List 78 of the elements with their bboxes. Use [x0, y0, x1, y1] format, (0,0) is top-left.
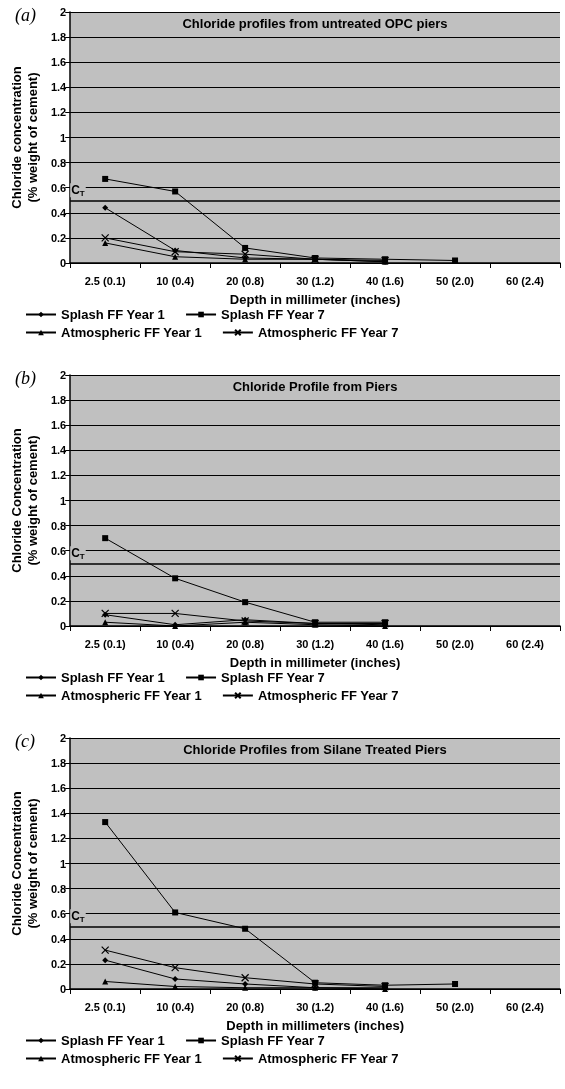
y-tick-label: 1.2: [50, 106, 67, 119]
y-tick-label: 0: [60, 983, 67, 995]
x-tick-label: 20 (0.8): [226, 637, 265, 650]
legend-label: Splash FF Year 7: [221, 307, 325, 322]
y-axis-title: Chloride Concentration (% weight of cement): [8, 791, 40, 936]
x-tick-label: 10 (0.4): [156, 637, 195, 650]
text: (a): [15, 5, 36, 26]
x-tick-label: 40 (1.6): [366, 1000, 405, 1013]
y-tick-label: 0.8: [50, 882, 67, 895]
y-tick-label: 0.2: [50, 594, 67, 607]
y-tick-label: 1.4: [50, 807, 68, 820]
y-tick-label: 0.4: [50, 569, 68, 582]
y-tick-label: 1.6: [50, 782, 67, 795]
x-tick-label: 50 (2.0): [436, 274, 475, 287]
chart-title: Chloride Profile from Piers: [232, 379, 398, 394]
x-tick-label: 20 (0.8): [226, 1000, 265, 1013]
y-tick-label: 0.2: [50, 957, 67, 970]
legend-label: Atmospheric FF Year 7: [257, 688, 399, 703]
y-tick-label: 0: [60, 620, 67, 632]
y-tick-label: 1.6: [50, 419, 67, 432]
y-tick-label: 0: [60, 257, 67, 269]
y-tick-label: 0.6: [50, 181, 67, 194]
x-tick-label: 30 (1.2): [296, 1000, 335, 1013]
legend-label: Splash FF Year 7: [221, 1033, 325, 1048]
x-tick-label: 40 (1.6): [366, 637, 405, 650]
y-tick-label: 1: [60, 131, 67, 144]
y-tick-label: 0.4: [50, 206, 68, 219]
x-tick-label: 2.5 (0.1): [84, 1000, 126, 1013]
x-tick-label: 40 (1.6): [366, 274, 405, 287]
y-axis-title: Chloride concentration (% weight of cement): [8, 66, 40, 209]
x-tick-label: 10 (0.4): [156, 274, 195, 287]
x-tick-label: 10 (0.4): [156, 1000, 195, 1013]
x-tick-label: 50 (2.0): [436, 637, 475, 650]
y-tick-label: 0.8: [50, 156, 67, 169]
y-tick-label: 1.8: [50, 394, 67, 407]
legend-label: Atmospheric FF Year 1: [61, 1051, 202, 1066]
x-axis-title: Depth in millimeters (inches): [226, 1018, 404, 1033]
x-tick-label: 60 (2.4): [506, 1000, 545, 1013]
y-tick-label: 0.8: [50, 519, 67, 532]
legend-label: Splash FF Year 1: [61, 1033, 165, 1048]
y-tick-label: 1.8: [50, 757, 67, 770]
chart-title: Chloride Profiles from Silane Treated Piers: [183, 742, 447, 757]
legend-label: Splash FF Year 1: [61, 307, 165, 322]
legend-label: Splash FF Year 7: [221, 670, 325, 685]
y-tick-label: 0.4: [50, 932, 68, 945]
chart-title: Chloride profiles from untreated OPC piers: [182, 16, 448, 31]
x-tick-label: 30 (1.2): [296, 274, 335, 287]
y-tick-label: 1: [60, 857, 67, 870]
y-tick-label: 1.2: [50, 469, 67, 482]
x-tick-label: 2.5 (0.1): [84, 274, 126, 287]
y-tick-label: 0.6: [50, 907, 67, 920]
y-tick-label: 1.4: [50, 444, 68, 457]
y-tick-label: 2: [60, 369, 67, 381]
y-tick-label: 1.8: [50, 31, 67, 44]
y-tick-label: 1.6: [50, 56, 67, 69]
text: (c): [15, 731, 35, 752]
legend-label: Atmospheric FF Year 1: [61, 688, 202, 703]
y-tick-label: 2: [60, 6, 67, 18]
legend-label: Splash FF Year 1: [61, 670, 165, 685]
legend-label: Atmospheric FF Year 7: [257, 325, 399, 340]
legend-label: Atmospheric FF Year 1: [61, 325, 202, 340]
legend-label: Atmospheric FF Year 7: [257, 1051, 399, 1066]
x-tick-label: 60 (2.4): [506, 274, 545, 287]
x-tick-label: 50 (2.0): [436, 1000, 475, 1013]
y-tick-label: 1: [60, 494, 67, 507]
x-axis-title: Depth in millimeter (inches): [229, 292, 401, 307]
y-tick-label: 0.2: [50, 231, 67, 244]
y-axis-title: Chloride Concentration (% weight of cement): [8, 428, 40, 573]
y-tick-label: 0.6: [50, 544, 67, 557]
text: (b): [15, 368, 36, 389]
y-tick-label: 2: [60, 732, 67, 744]
x-tick-label: 20 (0.8): [226, 274, 265, 287]
x-tick-label: 2.5 (0.1): [84, 637, 126, 650]
x-tick-label: 60 (2.4): [506, 637, 545, 650]
y-tick-label: 1.4: [50, 81, 68, 94]
x-tick-label: 30 (1.2): [296, 637, 335, 650]
y-tick-label: 1.2: [50, 832, 67, 845]
x-axis-title: Depth in millimeter (inches): [229, 655, 401, 670]
